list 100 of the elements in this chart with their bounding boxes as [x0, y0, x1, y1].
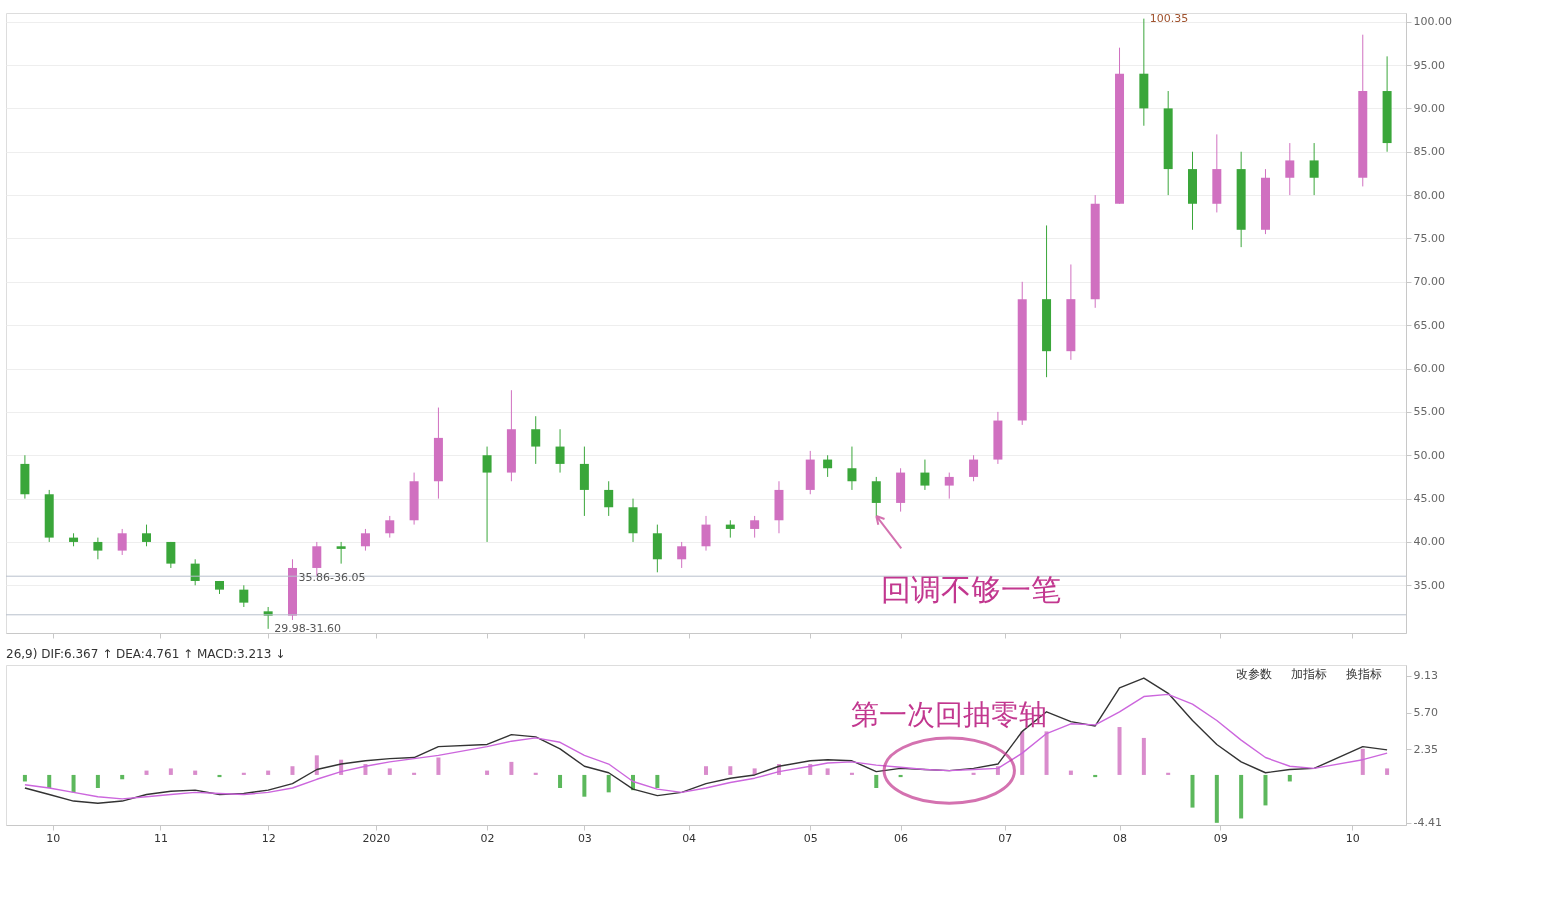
annotation: 第一次回抽零轴: [851, 697, 1048, 731]
candlestick: [166, 541, 176, 569]
bar: [825, 768, 830, 775]
bar: [120, 774, 125, 780]
bar: [1385, 768, 1390, 775]
y-tick-label: 90.00: [1413, 101, 1445, 115]
y-tick-label: 65.00: [1413, 318, 1445, 332]
y-tick-label: 2.35: [1413, 742, 1438, 756]
bar: [704, 766, 708, 775]
x-tick-label: 12: [261, 831, 276, 845]
candlestick: [93, 537, 103, 560]
candlestick: [944, 472, 954, 500]
bar: [1068, 770, 1073, 775]
y-tick-label: 50.00: [1413, 448, 1445, 462]
bar: [1117, 727, 1122, 775]
bar: [874, 774, 879, 788]
bar: [1263, 774, 1268, 806]
candlestick: [871, 476, 881, 517]
y-tick-label: 100.00: [1413, 15, 1452, 29]
y-tick-label: -4.41: [1413, 816, 1442, 830]
bar: [1020, 731, 1025, 775]
x-tick-label: 09: [1213, 831, 1228, 845]
bar: [95, 774, 100, 788]
x-tick-label: 2020: [362, 831, 391, 845]
candlestick: [190, 558, 200, 586]
candlestick: [823, 454, 833, 478]
bar: [655, 774, 660, 788]
candlestick: [677, 541, 687, 569]
annotation: 加指标: [1291, 667, 1327, 681]
y-tick-label: 5.70: [1413, 706, 1438, 720]
annotation: 35.86-36.05: [298, 570, 366, 584]
candlestick: [920, 459, 930, 491]
y-tick-label: 55.00: [1413, 405, 1445, 419]
candlestick: [239, 584, 249, 608]
annotation: 换指标: [1346, 667, 1382, 681]
annotation: 100.35: [1149, 11, 1189, 25]
bar: [314, 755, 319, 775]
bar: [728, 766, 733, 775]
x-tick-label: 10: [1345, 831, 1360, 845]
bar: [485, 770, 490, 775]
bar: [22, 774, 27, 782]
y-tick-label: 80.00: [1413, 188, 1445, 202]
candlestick: [142, 524, 152, 547]
bar: [1287, 774, 1292, 782]
bar: [1190, 774, 1195, 808]
y-tick-label: 40.00: [1413, 535, 1445, 549]
bar: [144, 770, 149, 775]
bar: [168, 768, 173, 775]
y-tick-label: 45.00: [1413, 492, 1445, 506]
y-tick-label: 95.00: [1413, 58, 1445, 72]
annotation: 29.98-31.60: [274, 621, 342, 635]
candlestick: [482, 446, 492, 543]
bar: [606, 774, 611, 793]
candlestick: [969, 454, 979, 482]
chart-title: 26,9) DIF:6.367 ↑ DEA:4.761 ↑ MACD:3.213 ↓: [6, 647, 286, 661]
candlestick: [117, 528, 127, 556]
line-series: [24, 693, 1388, 800]
bar: [1360, 748, 1365, 775]
bar: [266, 770, 271, 775]
candlestick: [750, 515, 760, 539]
bar: [582, 774, 587, 797]
bar: [290, 766, 295, 775]
x-tick-label: 04: [682, 831, 697, 845]
candlestick: [604, 480, 614, 517]
bar: [1141, 737, 1146, 775]
candlestick: [555, 428, 565, 474]
y-tick-label: 70.00: [1413, 275, 1445, 289]
bar: [47, 774, 52, 788]
bar: [509, 761, 514, 775]
x-tick-label: 02: [480, 831, 495, 845]
bar: [1239, 774, 1244, 819]
x-tick-label: 03: [577, 831, 592, 845]
bar: [193, 770, 198, 775]
bar: [1214, 774, 1219, 823]
x-tick-label: 05: [803, 831, 818, 845]
candlestick: [1309, 142, 1319, 196]
annotation: 改参数: [1236, 667, 1272, 681]
candlestick: [531, 415, 541, 465]
candlestick: [847, 446, 857, 491]
candlestick: [1285, 142, 1295, 196]
candlestick: [385, 515, 395, 539]
bar: [71, 774, 76, 793]
candlestick: [336, 541, 346, 565]
y-tick-label: 35.00: [1413, 578, 1445, 592]
x-tick-label: 10: [46, 831, 61, 845]
x-tick-label: 07: [998, 831, 1013, 845]
x-tick-label: 11: [153, 831, 168, 845]
bar: [558, 774, 563, 788]
bar: [387, 768, 392, 775]
y-tick-label: 85.00: [1413, 145, 1445, 159]
candlestick: [701, 515, 711, 552]
annotation: 回调不够一笔: [881, 571, 1062, 607]
candlestick: [360, 528, 370, 552]
y-tick-label: 9.13: [1413, 669, 1438, 683]
x-tick-label: 06: [894, 831, 909, 845]
y-tick-label: 60.00: [1413, 362, 1445, 376]
y-tick-label: 75.00: [1413, 231, 1445, 245]
bar: [1044, 731, 1049, 775]
bar: [436, 757, 441, 775]
x-tick-label: 08: [1113, 831, 1128, 845]
